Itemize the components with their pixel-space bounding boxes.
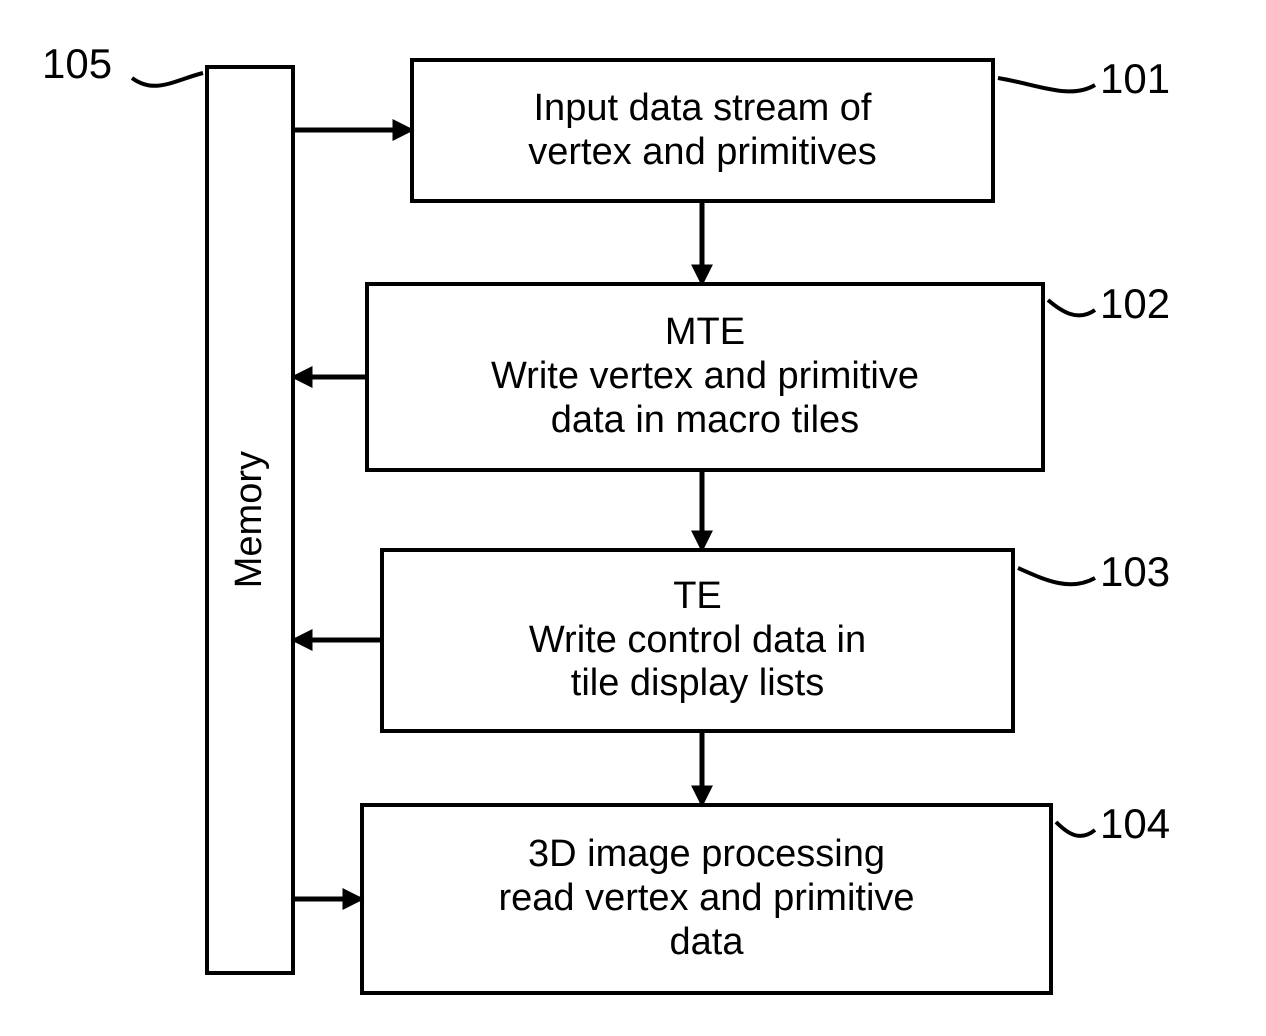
node-3d-processing-label: 3D image processing read vertex and prim… bbox=[498, 833, 914, 964]
node-te-label: TE Write control data in tile display li… bbox=[529, 575, 866, 706]
node-memory: Memory bbox=[205, 65, 295, 975]
ref-102: 102 bbox=[1100, 280, 1170, 328]
node-te: TE Write control data in tile display li… bbox=[380, 548, 1015, 733]
ref-101: 101 bbox=[1100, 55, 1170, 103]
node-mte-label: MTE Write vertex and primitive data in m… bbox=[491, 311, 919, 442]
ref-104: 104 bbox=[1100, 800, 1170, 848]
node-input-stream-label: Input data stream of vertex and primitiv… bbox=[528, 87, 876, 174]
node-memory-label: Memory bbox=[228, 451, 272, 588]
node-mte: MTE Write vertex and primitive data in m… bbox=[365, 282, 1045, 472]
ref-103: 103 bbox=[1100, 548, 1170, 596]
diagram-canvas: Memory Input data stream of vertex and p… bbox=[0, 0, 1266, 1036]
node-input-stream: Input data stream of vertex and primitiv… bbox=[410, 58, 995, 203]
node-3d-processing: 3D image processing read vertex and prim… bbox=[360, 803, 1053, 995]
ref-105: 105 bbox=[42, 40, 112, 88]
